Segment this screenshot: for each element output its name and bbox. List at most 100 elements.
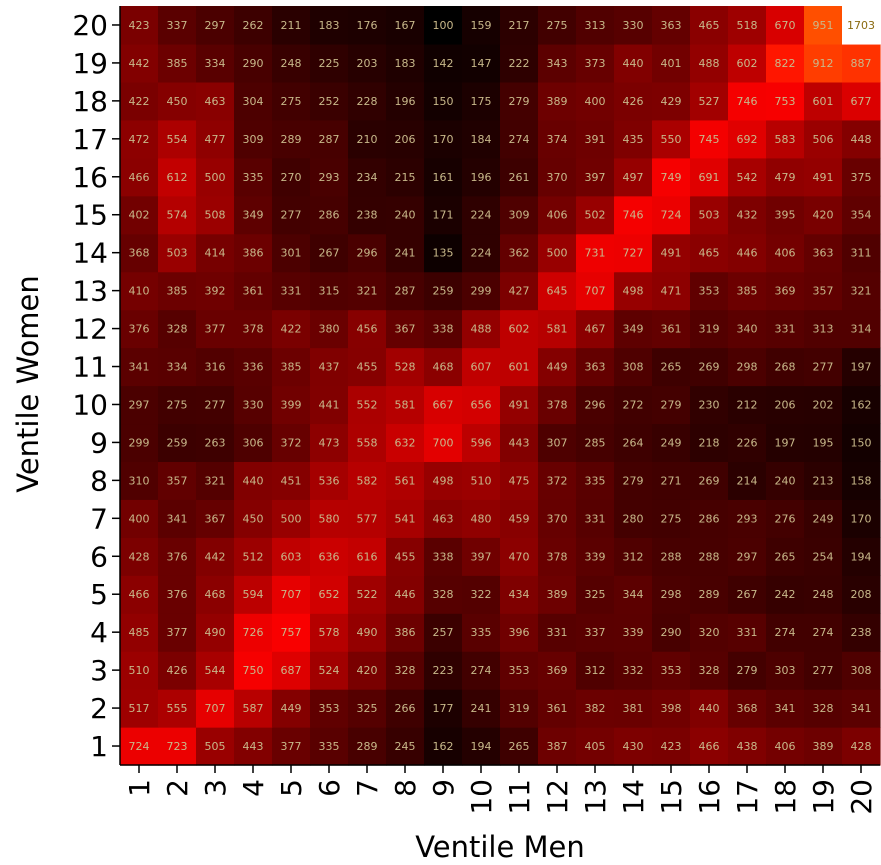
heatmap-cell-label: 465	[699, 247, 720, 260]
heatmap-cell	[500, 195, 539, 235]
heatmap-cell-label: 603	[281, 550, 302, 563]
heatmap-cell	[424, 727, 463, 766]
heatmap-cell-label: 353	[509, 664, 530, 677]
heatmap-cell-label: 422	[281, 323, 302, 336]
heatmap-cell	[728, 385, 767, 425]
heatmap-cell-label: 677	[851, 95, 872, 108]
heatmap-cell	[576, 6, 615, 45]
heatmap-cell	[500, 347, 539, 387]
heatmap-cell-label: 700	[433, 436, 454, 449]
heatmap-cell	[690, 6, 729, 45]
heatmap-cell-label: 313	[585, 19, 606, 32]
heatmap-cell-label: 328	[433, 588, 454, 601]
heatmap-cell	[272, 195, 311, 235]
heatmap-cell	[766, 461, 805, 500]
heatmap-cell-label: 430	[623, 740, 644, 753]
heatmap-cell	[652, 6, 691, 45]
heatmap-cell-label: 275	[661, 512, 682, 525]
heatmap-cell-label: 338	[433, 550, 454, 563]
heatmap-cell-label: 405	[585, 740, 606, 753]
heatmap-cell-label: 298	[737, 361, 758, 374]
y-tick-label: 4	[90, 616, 108, 649]
heatmap-cell-label: 279	[623, 474, 644, 487]
heatmap-cell	[272, 157, 311, 197]
heatmap-cell	[576, 727, 615, 766]
x-tick-label: 14	[617, 779, 650, 815]
heatmap-cell-label: 228	[357, 95, 378, 108]
heatmap-cell	[576, 537, 615, 576]
x-tick-label: 15	[655, 779, 688, 815]
heatmap-cell-label: 505	[205, 740, 226, 753]
heatmap-cell-label: 334	[205, 57, 226, 70]
heatmap-cell-label: 485	[129, 626, 150, 639]
heatmap-cell	[158, 461, 197, 500]
heatmap-cell	[728, 575, 767, 614]
heatmap-cell	[158, 157, 197, 197]
heatmap-cell-label: 385	[281, 361, 302, 374]
heatmap-cell-label: 370	[547, 171, 568, 184]
heatmap-cell	[196, 309, 235, 349]
heatmap-cell-label: 242	[775, 588, 796, 601]
heatmap-cell-label: 307	[547, 436, 568, 449]
heatmap-cell	[424, 157, 463, 197]
heatmap-cell	[196, 613, 235, 652]
heatmap-cell	[120, 309, 159, 349]
heatmap-cell-label: 357	[167, 474, 188, 487]
heatmap-cell	[310, 651, 349, 690]
heatmap-cell	[272, 461, 311, 500]
heatmap-cell-label: 254	[813, 550, 834, 563]
heatmap-cell-label: 757	[281, 626, 302, 639]
heatmap-cell-label: 373	[585, 57, 606, 70]
heatmap-cell	[234, 575, 273, 614]
heatmap-cell	[804, 385, 843, 425]
heatmap-cell-label: 574	[167, 209, 188, 222]
heatmap-cell	[538, 651, 577, 690]
heatmap-cell-label: 1703	[847, 19, 875, 32]
heatmap-cell	[196, 575, 235, 614]
heatmap-cell	[500, 81, 539, 121]
heatmap-cell-label: 578	[319, 626, 340, 639]
heatmap-cell	[614, 309, 653, 349]
heatmap-cell	[766, 157, 805, 197]
heatmap-cell	[348, 651, 387, 690]
heatmap-cell	[462, 651, 501, 690]
heatmap-cell-label: 277	[813, 664, 834, 677]
heatmap-cell-label: 288	[699, 550, 720, 563]
heatmap-cell	[652, 613, 691, 652]
heatmap-cell	[614, 689, 653, 728]
heatmap-cell-label: 100	[433, 19, 454, 32]
heatmap-cell-label: 510	[471, 474, 492, 487]
heatmap-cell-label: 602	[737, 57, 758, 70]
heatmap-cell	[310, 6, 349, 45]
heatmap-cell-label: 500	[281, 512, 302, 525]
heatmap-cell	[842, 81, 881, 121]
heatmap-cell-label: 656	[471, 398, 492, 411]
heatmap-cell-label: 503	[699, 209, 720, 222]
heatmap-cell-label: 389	[813, 740, 834, 753]
heatmap-cell-label: 596	[471, 436, 492, 449]
heatmap-cell	[386, 195, 425, 235]
heatmap-cell-label: 336	[243, 361, 264, 374]
heatmap-cell	[690, 119, 729, 159]
heatmap-cell	[196, 461, 235, 500]
heatmap-cell	[424, 43, 463, 83]
heatmap-cell	[728, 119, 767, 159]
heatmap-cell	[310, 423, 349, 462]
heatmap-cell-label: 309	[243, 133, 264, 146]
heatmap-cell-label: 512	[243, 550, 264, 563]
heatmap-cell-label: 554	[167, 133, 188, 146]
heatmap-cell-label: 264	[623, 436, 644, 449]
heatmap-cell-label: 400	[585, 95, 606, 108]
heatmap-cell	[766, 423, 805, 462]
heatmap-cell-label: 438	[737, 740, 758, 753]
heatmap-cell-label: 951	[813, 19, 834, 32]
heatmap-cell	[690, 157, 729, 197]
heatmap-cell-label: 274	[509, 133, 530, 146]
heatmap-cell	[462, 537, 501, 576]
heatmap-cell	[500, 423, 539, 462]
heatmap-cell-label: 208	[851, 588, 872, 601]
heatmap-cell-label: 473	[319, 436, 340, 449]
heatmap-cell	[842, 119, 881, 159]
heatmap-cell	[272, 43, 311, 83]
heatmap-cell-label: 459	[509, 512, 530, 525]
